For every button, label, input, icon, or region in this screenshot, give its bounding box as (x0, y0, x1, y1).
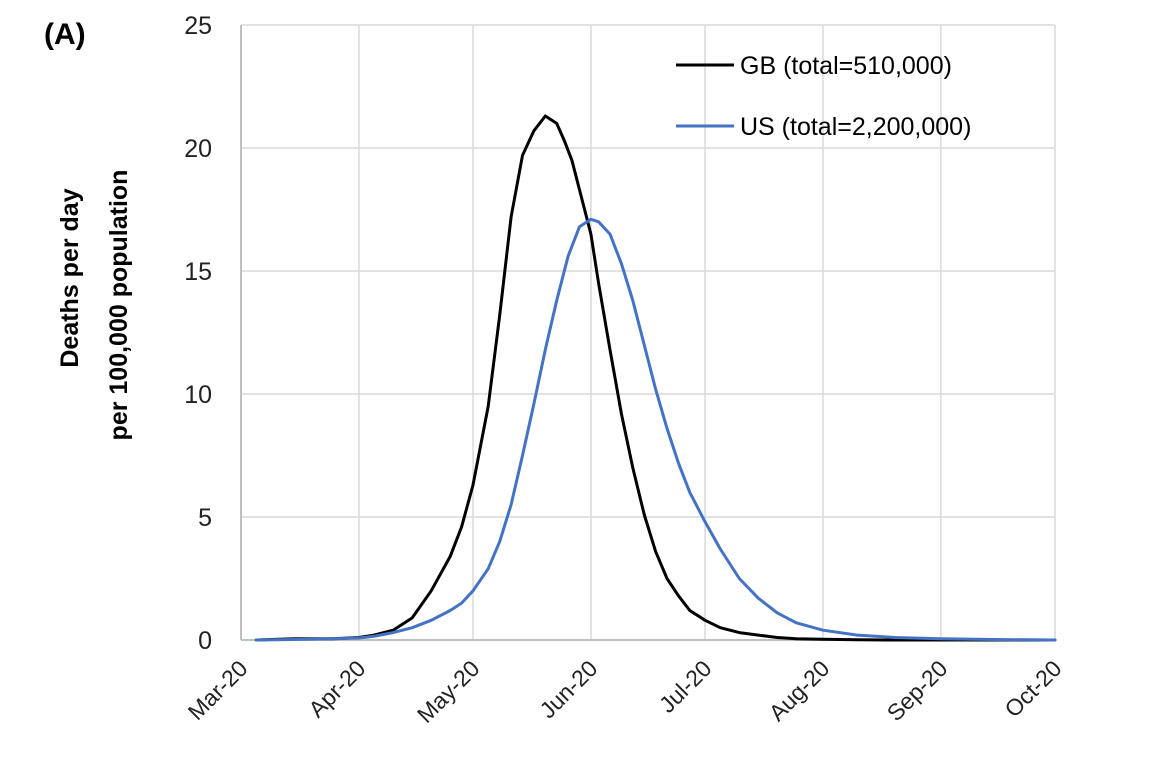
y-tick-label: 10 (184, 381, 212, 409)
x-axis-ticks: Mar-20 Apr-20 May-20 Jun-20 Jul-20 Aug-20 Sep-… (183, 655, 1067, 728)
series-line-us (254, 217, 1057, 642)
y-axis-label-line-2: per 100,000 population (105, 170, 133, 441)
x-tick-label: May-20 (412, 655, 485, 728)
x-tick-label: Mar-20 (183, 655, 253, 725)
y-axis-label-line-1: Deaths per day (56, 188, 84, 367)
x-tick-label: Jun-20 (534, 655, 602, 723)
x-tick-label: Aug-20 (764, 655, 835, 726)
panel-label: (A) (44, 18, 86, 51)
x-tick-label: Apr-20 (303, 655, 370, 722)
series-line-gb (254, 114, 1057, 642)
y-tick-label: 20 (184, 135, 212, 163)
y-tick-label: 0 (198, 627, 212, 655)
legend: GB (total=510,000) US (total=2,200,000) (676, 52, 971, 141)
x-tick-label: Sep-20 (882, 655, 953, 726)
legend-label-gb: GB (total=510,000) (740, 52, 952, 80)
y-axis-ticks: 0 5 10 15 20 25 (184, 12, 212, 655)
grid (241, 24, 1056, 640)
x-tick-label: Jul-20 (654, 655, 717, 718)
y-tick-label: 5 (198, 504, 212, 532)
x-tick-label: Oct-20 (999, 655, 1066, 722)
y-tick-label: 25 (184, 12, 212, 40)
legend-label-us: US (total=2,200,000) (740, 113, 971, 141)
y-tick-label: 15 (184, 258, 212, 286)
series-lines (254, 114, 1057, 642)
